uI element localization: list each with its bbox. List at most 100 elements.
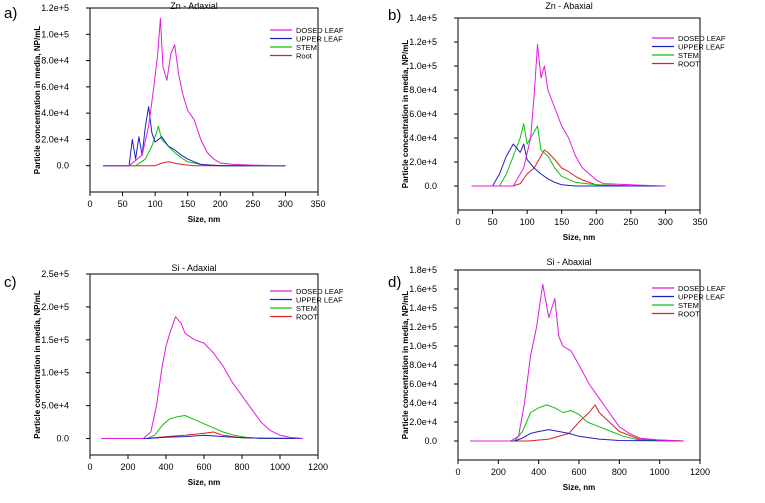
series-line-stem: [103, 125, 286, 167]
x-tick-label: 100: [148, 199, 163, 209]
x-axis-label: Size, nm: [563, 233, 595, 242]
y-tick-label: 1.0e+5: [41, 29, 69, 39]
chart-title: Si - Abaxial: [546, 257, 591, 267]
y-tick-label: 0.0: [56, 434, 69, 444]
y-tick-label: 1.2e+5: [409, 37, 437, 47]
chart-title: Si - Adaxial: [171, 263, 216, 273]
plot-frame: [89, 7, 319, 193]
y-tick-label: 1.4e+5: [409, 303, 437, 313]
y-tick-label: 1.5e+5: [41, 335, 69, 345]
chart-title: Zn - Abaxial: [545, 1, 593, 11]
x-tick-label: 200: [120, 462, 135, 472]
y-tick-label: 1.6e+5: [409, 284, 437, 294]
chart-panel-4: d) Si - Abaxial 0 200 400 600 800 1000 1200 0.0 2.…: [388, 257, 726, 492]
series-line-dosed-leaf: [101, 316, 303, 439]
x-tick-label: 350: [310, 199, 325, 209]
y-tick-label: 1.2e+5: [409, 322, 437, 332]
chart-panel-3: c) Si - Adaxial 0 200 400 600 800 1000 1200 0.0 5.…: [4, 263, 344, 487]
x-axis-label: Size, nm: [563, 483, 595, 492]
legend-entry: DOSED LEAF: [296, 26, 344, 35]
x-tick-label: 200: [589, 217, 604, 227]
y-tick-label: 1.4e+5: [409, 13, 437, 23]
legend-entry: STEM: [678, 301, 699, 310]
legend-entry: STEM: [296, 304, 317, 313]
x-tick-label: 0: [87, 199, 92, 209]
x-tick-label: 0: [87, 462, 92, 472]
y-tick-label: 0.0: [424, 181, 437, 191]
y-tick-label: 8.0e+4: [409, 85, 437, 95]
legend-entry: UPPER LEAF: [678, 293, 725, 302]
y-tick-label: 1.0e+5: [409, 61, 437, 71]
x-tick-label: 800: [612, 467, 627, 477]
x-tick-label: 1200: [308, 462, 328, 472]
legend-entry: ROOT: [296, 313, 318, 322]
x-tick-label: 600: [571, 467, 586, 477]
x-tick-label: 100: [520, 217, 535, 227]
chart-panel-1: a) Zn - Adaxial 0 50 100 150 200 250 300 350 0.0 2.…: [4, 1, 344, 224]
series-line-dosed-leaf: [471, 43, 666, 187]
x-tick-label: 1000: [650, 467, 670, 477]
chart-title: Zn - Adaxial: [170, 1, 218, 11]
panel-label: c): [4, 274, 17, 291]
y-tick-label: 1.8e+5: [409, 265, 437, 275]
series-line-root: [103, 161, 286, 167]
x-tick-label: 0: [455, 217, 460, 227]
x-axis-label: Size, nm: [188, 478, 220, 487]
series-line-upper-leaf: [471, 143, 666, 187]
y-tick-label: 0.0: [424, 436, 437, 446]
x-tick-label: 300: [658, 217, 673, 227]
x-tick-label: 400: [531, 467, 546, 477]
plot-frame: [89, 273, 319, 456]
series-line-root: [471, 149, 666, 187]
y-tick-label: 1.2e+5: [41, 3, 69, 13]
legend-entry: DOSED LEAF: [296, 287, 344, 296]
series-line-upper-leaf: [101, 434, 303, 439]
series-line-stem: [470, 404, 684, 442]
x-tick-label: 250: [245, 199, 260, 209]
y-tick-label: 1.0e+5: [41, 368, 69, 378]
series-line-upper-leaf: [470, 429, 684, 442]
x-tick-label: 200: [491, 467, 506, 477]
y-tick-label: 1.0e+5: [409, 341, 437, 351]
legend-entry: STEM: [678, 51, 699, 60]
y-tick-label: 4.0e+4: [409, 133, 437, 143]
panel-label: b): [388, 7, 401, 24]
legend-entry: UPPER LEAF: [678, 43, 725, 52]
y-axis-label: Particle concentration in media, NP/mL: [401, 40, 410, 189]
x-tick-label: 250: [623, 217, 638, 227]
legend-entry: STEM: [296, 43, 317, 52]
legend-entry: DOSED LEAF: [678, 34, 726, 43]
chart-panel-2: b) Zn - Abaxial 0 50 100 150 200 250 300 350 0.0 2.…: [388, 1, 726, 242]
x-tick-label: 800: [234, 462, 249, 472]
y-axis-label: Particle concentration in media, NP/mL: [401, 291, 410, 440]
series-line-upper-leaf: [103, 106, 286, 167]
panel-label: d): [388, 274, 401, 291]
series-line-dosed-leaf: [470, 283, 684, 442]
legend-entry: ROOT: [678, 310, 700, 319]
x-tick-label: 1000: [270, 462, 290, 472]
y-tick-label: 6.0e+4: [409, 109, 437, 119]
legend-entry: Root: [296, 52, 313, 61]
y-tick-label: 2.0e+4: [409, 157, 437, 167]
y-tick-label: 8.0e+4: [41, 56, 69, 66]
y-tick-label: 6.0e+4: [41, 82, 69, 92]
y-tick-label: 4.0e+4: [409, 398, 437, 408]
x-tick-label: 1200: [690, 467, 710, 477]
x-tick-label: 150: [180, 199, 195, 209]
y-tick-label: 6.0e+4: [409, 379, 437, 389]
x-tick-label: 300: [278, 199, 293, 209]
legend-entry: UPPER LEAF: [296, 35, 343, 44]
x-axis-label: Size, nm: [188, 215, 220, 224]
panel-label: a): [4, 5, 17, 22]
series-line-stem: [101, 415, 303, 439]
y-tick-label: 0.0: [56, 161, 69, 171]
x-tick-label: 150: [554, 217, 569, 227]
legend-entry: UPPER LEAF: [296, 296, 343, 305]
legend-entry: ROOT: [678, 60, 700, 69]
y-tick-label: 2.0e+4: [41, 134, 69, 144]
x-tick-label: 350: [692, 217, 707, 227]
legend-entry: DOSED LEAF: [678, 284, 726, 293]
x-tick-label: 400: [158, 462, 173, 472]
series-line-stem: [471, 123, 666, 187]
